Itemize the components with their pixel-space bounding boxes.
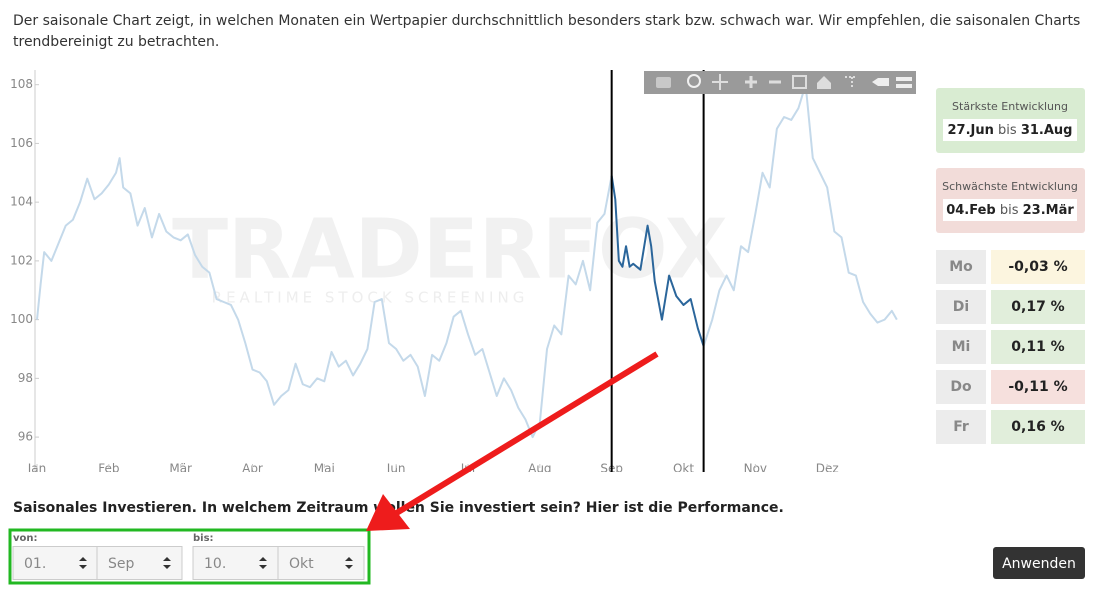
intro-line: Der saisonale Chart zeigt, in welchen Mo…: [13, 13, 1080, 29]
series-line: [36, 83, 898, 439]
value-cell: [991, 250, 1085, 284]
hover-icon[interactable]: [872, 78, 889, 86]
day-cell: [936, 290, 986, 324]
day-label: Mo: [949, 259, 973, 275]
x-tick-label: Nov: [744, 462, 767, 476]
day-value: -0,11 %: [1008, 379, 1067, 395]
x-tick-label: Jan: [27, 462, 47, 476]
x-tick-label: Feb: [98, 462, 119, 476]
y-tick-label: 106: [10, 136, 33, 150]
button-bg[interactable]: [993, 547, 1085, 579]
select[interactable]: 10.: [192, 546, 279, 580]
y-tick-label: 102: [10, 253, 33, 267]
day-label: Fr: [953, 419, 969, 435]
from-label: von:: [13, 533, 38, 544]
sep: bis: [1000, 203, 1019, 218]
x-tick-label: Aug: [528, 462, 551, 476]
select-value: Sep: [108, 556, 135, 572]
day-cell: [936, 330, 986, 364]
apply-button[interactable]: Anwenden: [993, 547, 1085, 579]
strongest-range: 27.Jun bis 31.Aug: [948, 123, 1073, 138]
home-icon[interactable]: [817, 76, 831, 89]
x-tick-label: Dez: [816, 462, 839, 476]
weakest-title: Schwächste Entwicklung: [942, 180, 1078, 193]
zoom-in-icon[interactable]: [745, 76, 757, 88]
y-tick-label: 104: [10, 195, 33, 209]
date: 31.Aug: [1021, 123, 1073, 138]
y-tick-label: 108: [10, 77, 33, 91]
weakest-range: 04.Feb bis 23.Mär: [946, 203, 1074, 218]
day-value: 0,11 %: [1011, 339, 1064, 355]
select[interactable]: 01.: [12, 546, 98, 580]
select-arrow: [259, 557, 267, 569]
form-heading: Saisonales Investieren. In welchem Zeitr…: [13, 500, 784, 516]
select-value: 10.: [204, 556, 226, 572]
value-cell: [991, 330, 1085, 364]
select-arrow: [345, 557, 353, 569]
select-box[interactable]: [277, 546, 365, 580]
weakest-inner: [943, 199, 1077, 221]
select-arrow: [163, 557, 171, 569]
x-tick-label: Mär: [169, 462, 192, 476]
strongest-title: Stärkste Entwicklung: [952, 100, 1068, 113]
to-label: bis:: [193, 533, 214, 544]
y-tick-label: 100: [10, 312, 33, 326]
day-value: 0,17 %: [1011, 299, 1064, 315]
x-tick-label: Jun: [386, 462, 406, 476]
toolbar: [644, 71, 916, 94]
x-tick-label: Mai: [314, 462, 335, 476]
day-cell: [936, 250, 986, 284]
sep: bis: [998, 123, 1017, 138]
autoscale-icon[interactable]: [792, 75, 807, 89]
watermark: TRADERFOX: [172, 202, 728, 297]
day-label: Do: [950, 379, 972, 395]
weekday-table: Mo -0,03 % Di 0,17 % Mi 0,11 % Do -0,11 % Fr 0,16…: [936, 250, 1085, 444]
x-tick-label: Okt: [673, 462, 694, 476]
day-cell: [936, 410, 986, 444]
button-label[interactable]: Anwenden: [1002, 556, 1076, 572]
intro-line: trendbereinigt zu betrachten.: [13, 34, 219, 50]
red-arrow: [366, 351, 659, 531]
x-tick-label: Apr: [242, 462, 263, 476]
compare-icon[interactable]: [896, 77, 912, 88]
day-label: Mi: [952, 339, 971, 355]
select-box[interactable]: [96, 546, 183, 580]
strongest-box: Stärkste Entwicklung 27.Jun bis 31.Aug: [936, 88, 1085, 153]
select-arrow: [79, 557, 87, 569]
date: 27.Jun: [948, 123, 994, 138]
value-cell: [991, 410, 1085, 444]
strongest-inner: [943, 119, 1077, 141]
chart: TRADERFOX REALTIME STOCK SCREENING 96 98 1…: [10, 70, 916, 476]
day-value: 0,16 %: [1011, 419, 1064, 435]
date: 04.Feb: [946, 203, 996, 218]
zoom-icon[interactable]: [687, 74, 701, 88]
value-cell: [991, 370, 1085, 404]
y-tick-label: 98: [18, 371, 33, 385]
arrow-head: [366, 494, 410, 531]
select-value: 01.: [24, 556, 46, 572]
spike-icon[interactable]: [845, 76, 857, 89]
series-line: [610, 175, 705, 347]
arrow-shaft: [393, 351, 659, 517]
select-value: Okt: [289, 556, 314, 572]
date: 23.Mär: [1023, 203, 1075, 218]
watermark-sub: REALTIME STOCK SCREENING: [212, 289, 529, 307]
highlight-box: [8, 528, 371, 585]
select[interactable]: Sep: [96, 546, 183, 580]
value-cell: [991, 290, 1085, 324]
plot-layer: 9698100102104106108JanFebMärAprMaiJunJul…: [10, 70, 898, 476]
day-label: Di: [953, 299, 969, 315]
select-box[interactable]: [12, 546, 98, 580]
weakest-box: Schwächste Entwicklung 04.Feb bis 23.Mär: [936, 168, 1085, 233]
camera-icon[interactable]: [656, 77, 671, 88]
day-value: -0,03 %: [1008, 259, 1067, 275]
pan-icon[interactable]: [712, 74, 728, 90]
y-tick-label: 96: [18, 430, 33, 444]
day-cell: [936, 370, 986, 404]
select[interactable]: Okt: [277, 546, 365, 580]
